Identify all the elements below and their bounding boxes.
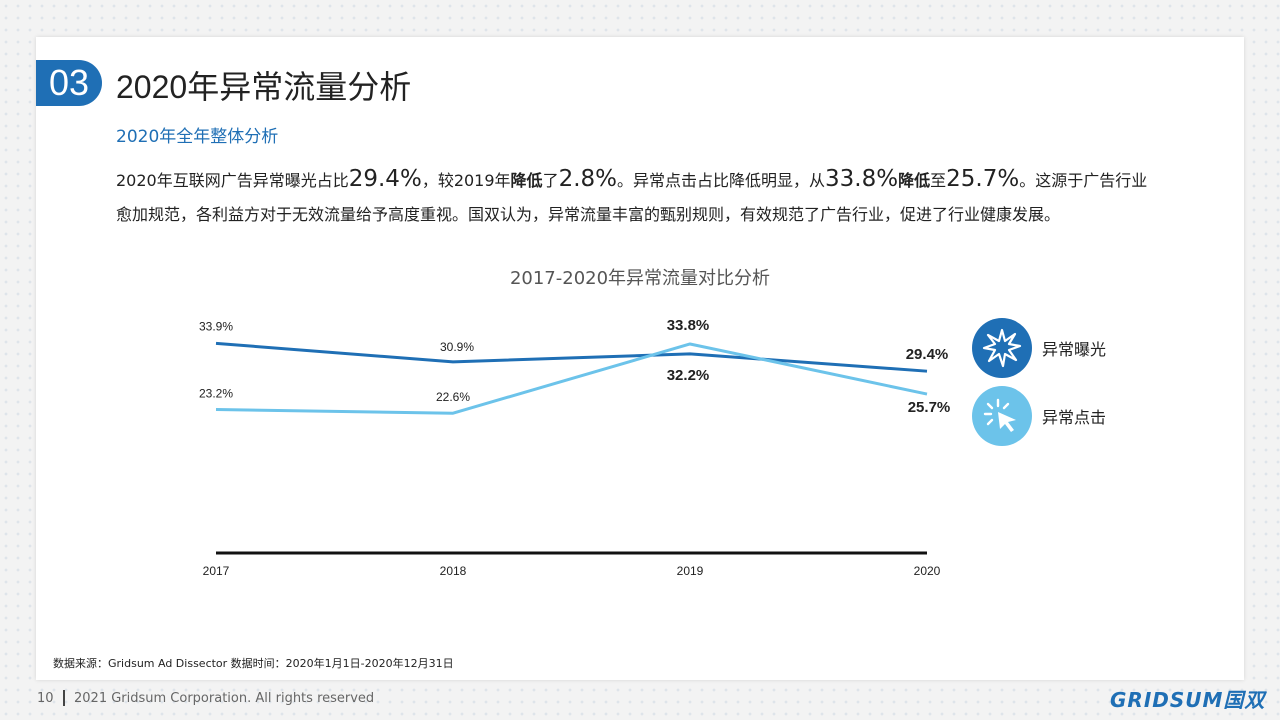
summary-paragraph: 2020年互联网广告异常曝光占比29.4%，较2019年降低了2.8%。异常点击… [116,162,1156,232]
para-text-6: 。这源于广告行业愈加规范，各利益方对于无效流量给予高度重视。国双认为，异常流量丰… [116,171,1148,224]
para-value-3: 33.8% [825,166,899,192]
page-number: 10 [37,691,54,706]
para-text-3: 了 [542,171,559,190]
data-label-series1-2018: 22.6% [436,390,470,404]
para-text-5: 至 [930,171,947,190]
data-label-series0-2019: 32.2% [667,367,710,384]
page-subtitle: 2020年全年整体分析 [116,127,279,147]
footer-divider [63,690,65,706]
x-tick-label-2019: 2019 [677,564,704,578]
data-source-note: 数据来源：Gridsum Ad Dissector 数据时间：2020年1月1日… [53,657,454,670]
page-title: 2020年异常流量分析 [116,69,412,105]
legend-label-click: 异常点击 [1042,408,1107,427]
copyright-text: 2021 Gridsum Corporation. All rights res… [74,691,375,706]
burst-icon [972,318,1032,378]
para-text-2: ，较2019年 [421,171,511,190]
legend-label-impression: 异常曝光 [1042,340,1107,359]
para-text-1: 2020年互联网广告异常曝光占比 [116,171,349,190]
para-value-1: 29.4% [348,166,422,192]
x-tick-label-2017: 2017 [203,564,230,578]
series-line-0 [215,341,928,373]
series-line-1 [215,342,928,415]
data-label-series1-2017: 23.2% [199,387,233,401]
legend-item-click: 异常点击 [972,386,1106,446]
chart-title: 2017-2020年异常流量对比分析 [509,268,771,289]
section-number-badge: 03 [36,60,102,106]
data-label-series1-2019: 33.8% [667,317,710,334]
para-value-2: 2.8% [558,166,618,192]
data-label-series0-2018: 30.9% [440,340,474,354]
data-label-series0-2017: 33.9% [199,319,233,333]
para-bold-2: 降低 [898,171,931,190]
data-label-series0-2020: 29.4% [906,346,949,363]
data-label-series1-2020: 25.7% [908,399,951,416]
cursor-click-icon [972,386,1032,446]
x-tick-label-2020: 2020 [914,564,941,578]
legend-item-impression: 异常曝光 [972,318,1106,378]
para-bold-1: 降低 [510,171,543,190]
para-value-4: 25.7% [946,166,1020,192]
gridsum-logo: GRIDSUM国双 [1110,688,1266,712]
para-text-4: 。异常点击占比降低明显，从 [617,171,826,190]
x-tick-label-2018: 2018 [440,564,467,578]
